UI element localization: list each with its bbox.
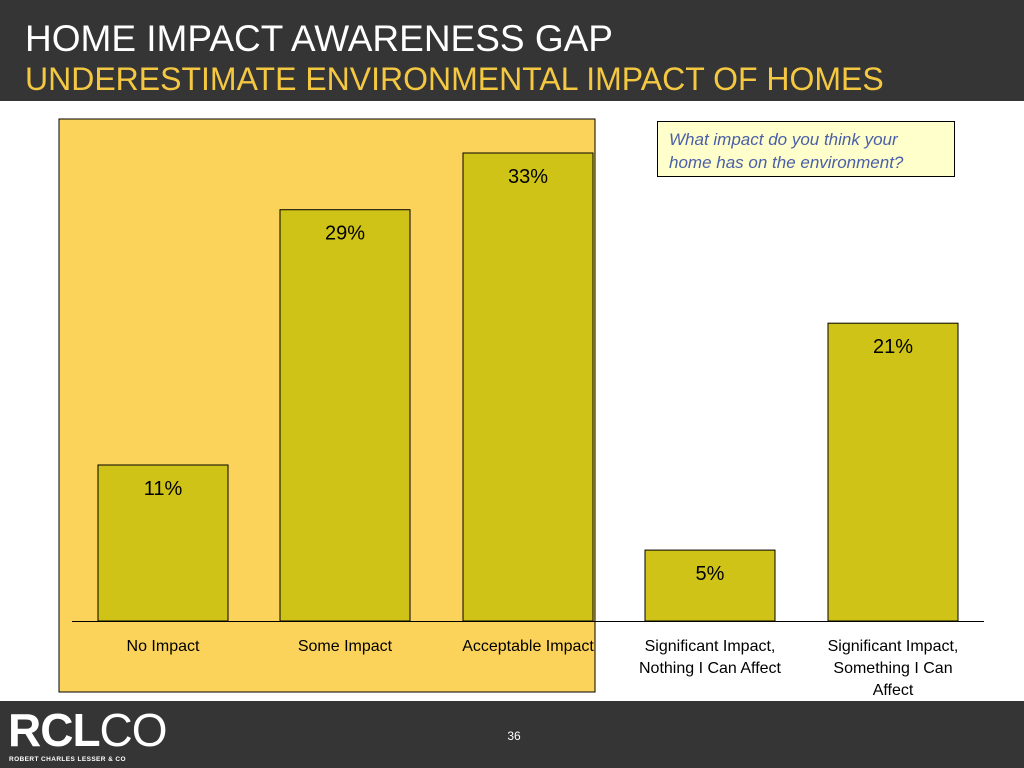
bar-chart-svg: 11% 29% 33% 5% 21% No Impact Some Impact Accept… — [58, 118, 984, 699]
bar — [462, 152, 594, 622]
data-label: 5% — [696, 563, 725, 585]
slide-header: HOME IMPACT AWARENESS GAP UNDERESTIMATE … — [0, 0, 1024, 101]
data-label: 29% — [325, 223, 365, 245]
data-label: 21% — [873, 336, 913, 358]
data-label: 11% — [144, 478, 183, 500]
logo-tagline: ROBERT CHARLES LESSER & CO — [9, 756, 126, 763]
bar — [279, 209, 411, 622]
slide-title: HOME IMPACT AWARENESS GAP — [25, 18, 613, 59]
bar — [97, 464, 229, 622]
bar-chart: 11% 29% 33% 5% 21% No Impact Some Impact Accept… — [0, 101, 1024, 701]
x-tick-label: Some Impact — [298, 638, 393, 655]
x-tick-label: Something I Can — [833, 660, 952, 677]
bar — [644, 549, 776, 622]
logo-mark-bold: RCL — [8, 704, 101, 756]
logo-mark: RCLCO — [8, 704, 168, 756]
rclco-logo: RCLCO ROBERT CHARLES LESSER & CO — [8, 705, 168, 765]
bar — [827, 322, 959, 622]
x-tick-label: Nothing I Can Affect — [639, 660, 782, 677]
survey-question-box: What impact do you think your home has o… — [657, 121, 955, 177]
x-tick-label: Significant Impact, — [645, 638, 776, 655]
x-tick-label: Acceptable Impact — [462, 638, 594, 655]
page-number: 36 — [507, 729, 521, 743]
x-tick-label: Significant Impact, — [828, 638, 959, 655]
logo-mark-light: CO — [99, 704, 168, 756]
slide-subtitle: UNDERESTIMATE ENVIRONMENTAL IMPACT OF HO… — [25, 61, 884, 97]
x-tick-label: No Impact — [127, 638, 200, 655]
x-tick-label: Affect — [873, 682, 914, 699]
data-label: 33% — [508, 166, 548, 188]
slide-footer: RCLCO ROBERT CHARLES LESSER & CO 36 — [0, 701, 1024, 768]
